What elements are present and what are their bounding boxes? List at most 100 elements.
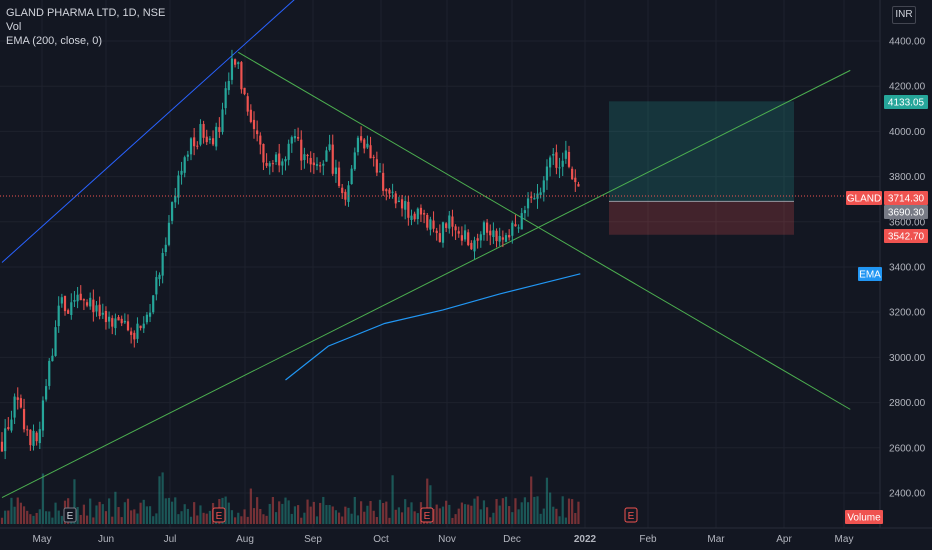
candle-body: [492, 230, 495, 238]
volume-bar: [234, 517, 237, 524]
candle-body: [404, 201, 407, 210]
symbol-title[interactable]: GLAND PHARMA LTD, 1D, NSE: [6, 7, 166, 19]
price-tag-label: 3690.30: [888, 208, 925, 219]
candle-body: [416, 208, 419, 220]
volume-bar: [284, 497, 287, 524]
x-tick-label: May: [33, 534, 52, 545]
price-tag-label: GLAND: [847, 194, 881, 205]
candle-body: [262, 143, 265, 163]
volume-bar: [274, 512, 278, 524]
earnings-marker-box: [624, 507, 638, 523]
position-zones[interactable]: [609, 101, 794, 235]
volume-bar: [356, 515, 360, 524]
x-tick-label: Feb: [639, 534, 657, 545]
volume-bar: [54, 502, 57, 524]
candle-body: [60, 297, 63, 304]
volume-bar: [252, 508, 256, 524]
candle-body: [369, 145, 372, 159]
candle-body: [504, 235, 508, 242]
candle-body: [530, 196, 533, 198]
volume-legend[interactable]: Vol: [6, 21, 22, 33]
candle-body: [171, 202, 174, 221]
volume-bar: [114, 491, 117, 524]
volume-bar: [278, 501, 281, 524]
volume-bar: [438, 508, 441, 524]
volume-bar: [400, 512, 404, 524]
x-tick-label: Sep: [304, 534, 322, 545]
candle-body: [271, 163, 274, 165]
candle-body: [366, 143, 369, 148]
candle-body: [89, 297, 92, 307]
price-axis[interactable]: 4400.00 4200.00 4000.00 3800.00 3600.00 3400.…: [879, 0, 926, 528]
candle-body: [180, 170, 183, 175]
price-tag-box: [884, 95, 928, 109]
candle-body: [558, 167, 561, 169]
candle-body: [126, 321, 130, 331]
volume-bar: [526, 502, 530, 524]
candle-body: [567, 151, 571, 167]
candle-body: [32, 430, 35, 446]
volume-bar: [76, 506, 79, 524]
ema-legend[interactable]: EMA (200, close, 0): [6, 35, 102, 47]
price-tag-label: 3714.30: [888, 194, 925, 205]
price-tags: 4133.05 GLAND 3714.30 3690.30 3542.70 EMA Volu…: [845, 95, 928, 524]
candle-body: [108, 316, 111, 322]
volume-bar: [385, 501, 388, 524]
candle-body: [98, 304, 101, 317]
candle-body: [319, 165, 322, 167]
volume-bar: [300, 517, 303, 524]
volume-bar: [372, 510, 375, 524]
y-tick-label: 2800.00: [889, 398, 926, 409]
candle-body: [501, 237, 504, 240]
volume-bar: [126, 498, 130, 524]
candle-body: [13, 396, 16, 418]
candle-body: [325, 150, 328, 162]
currency-button[interactable]: INR: [892, 6, 916, 24]
volume-bar: [152, 516, 155, 524]
candle-body: [463, 230, 467, 240]
candle-body: [158, 274, 161, 280]
time-axis[interactable]: May Jun Jul Aug Sep Oct Nov Dec 2022 Feb Mar Apr May: [0, 527, 932, 545]
candle-body: [246, 96, 249, 112]
candle-body: [218, 127, 221, 133]
volume-bar: [334, 510, 337, 524]
volume-bar: [139, 502, 142, 524]
candle-body: [498, 235, 501, 242]
volume-bar: [205, 513, 208, 524]
candle-body: [85, 302, 89, 306]
candle-body: [486, 222, 489, 233]
candle-body: [183, 157, 186, 173]
candle-body: [400, 199, 404, 209]
candle-body: [10, 419, 13, 431]
volume-bar: [167, 497, 171, 524]
volume-bar: [48, 511, 51, 524]
volume-bar: [142, 499, 145, 524]
volume-bar: [208, 510, 211, 524]
volume-bar: [13, 506, 16, 524]
candle-body: [268, 163, 271, 167]
candle-body: [199, 124, 202, 145]
candle-body: [293, 136, 297, 139]
candle-body: [372, 156, 375, 158]
trend-lines[interactable]: [1, 0, 851, 498]
y-tick-label: 3600.00: [889, 217, 926, 228]
candle-body: [104, 311, 108, 323]
volume-bar: [265, 515, 268, 524]
volume-bar: [508, 506, 511, 524]
volume-bar: [498, 505, 501, 524]
volume-bar: [177, 514, 180, 524]
price-tag-label: 4133.05: [888, 98, 925, 109]
candle-body: [473, 240, 476, 252]
candle-body: [328, 144, 331, 151]
candle-body: [19, 398, 22, 408]
volume-bar: [158, 476, 161, 524]
volume-bar: [363, 511, 366, 524]
volume-bar: [388, 517, 391, 524]
candle-body: [82, 299, 85, 301]
candle-body: [142, 323, 145, 329]
volume-bar: [145, 506, 148, 524]
earnings-marker-label: E: [424, 511, 431, 522]
volume-bar: [41, 473, 45, 524]
